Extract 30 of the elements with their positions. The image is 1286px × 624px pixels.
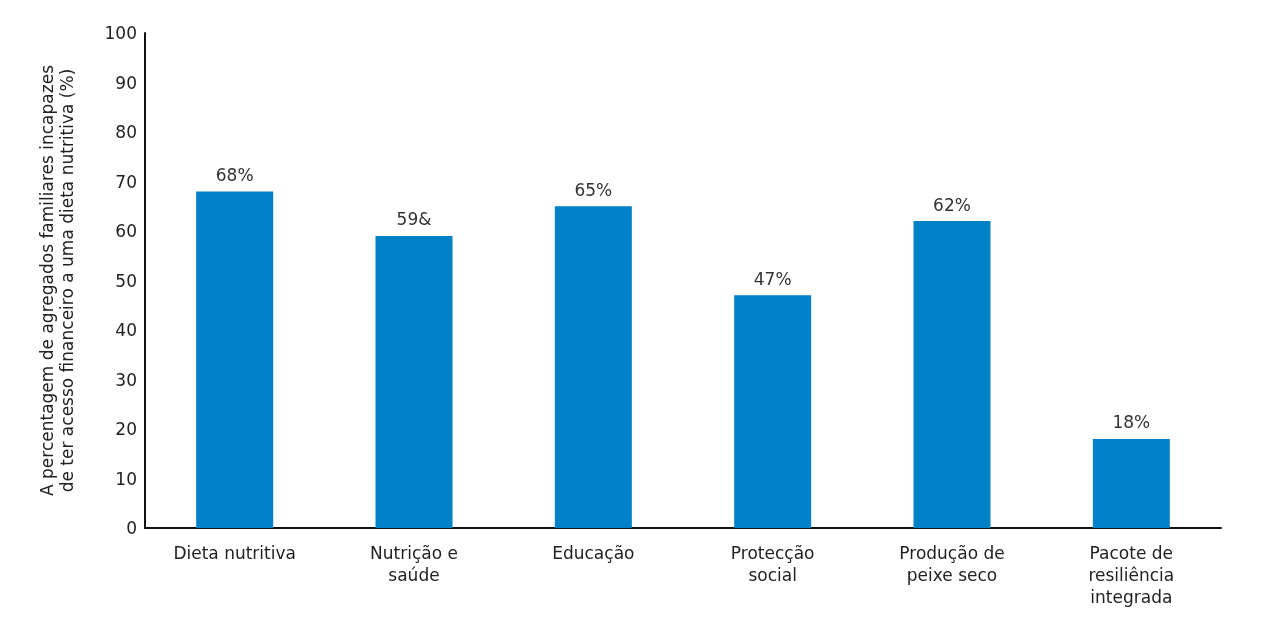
data-label: 47% — [753, 268, 792, 289]
y-tick-label: 70 — [115, 171, 137, 192]
y-tick-label: 100 — [104, 23, 137, 43]
data-label: 18% — [1112, 412, 1151, 433]
data-label: 65% — [574, 179, 613, 200]
y-tick-label: 30 — [115, 369, 137, 390]
bar — [554, 206, 632, 528]
y-tick-label: 60 — [115, 221, 137, 241]
data-label: 59& — [396, 209, 432, 230]
bar — [196, 191, 274, 528]
data-label: 62% — [933, 194, 971, 215]
y-tick-label: 80 — [115, 122, 137, 142]
bar — [375, 235, 453, 528]
y-tick-label: 90 — [115, 72, 137, 93]
y-tick-label: 40 — [115, 320, 137, 340]
y-tick-label: 20 — [115, 419, 137, 439]
data-label: 68% — [215, 164, 254, 185]
bar — [734, 295, 812, 528]
bar — [913, 221, 991, 528]
y-axis-title: A percentagem de agregados familiares incapazes de ter acesso financeiro a uma dieta nutritiva (%) — [37, 64, 77, 496]
x-tick-label: Pacote de resiliência integrada — [1088, 543, 1175, 607]
bar — [1092, 438, 1170, 528]
y-tick-label: 50 — [115, 270, 137, 291]
x-tick-label: Protecção social — [730, 543, 815, 585]
x-tick-label: Produção de peixe seco — [899, 543, 1005, 585]
y-tick-label: 0 — [126, 518, 137, 538]
y-tick-label: 10 — [115, 468, 137, 489]
x-tick-label: Dieta nutritiva — [173, 543, 296, 563]
x-tick-label: Educação — [552, 543, 635, 563]
x-tick-label: Nutrição e saúde — [370, 543, 458, 585]
